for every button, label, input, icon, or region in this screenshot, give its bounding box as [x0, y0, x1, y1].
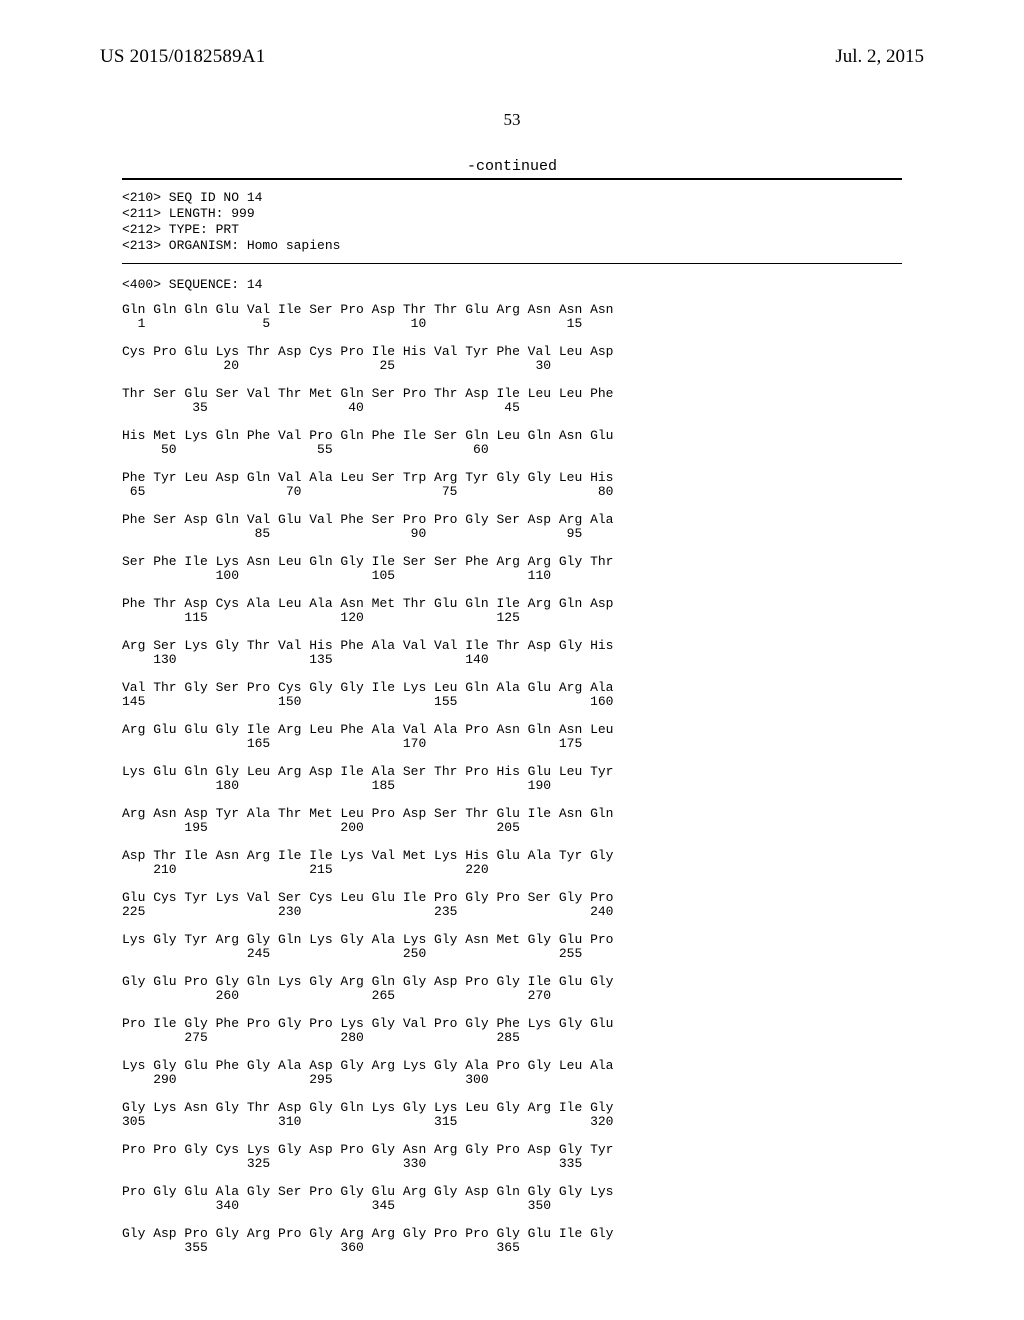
sequence-row: Arg Glu Glu Gly Ile Arg Leu Phe Ala Val … — [122, 723, 621, 737]
pub-date: Jul. 2, 2015 — [835, 46, 924, 68]
sequence-row: Thr Ser Glu Ser Val Thr Met Gln Ser Pro … — [122, 387, 621, 401]
sequence-row-numbers: 85 90 95 — [122, 527, 621, 541]
sequence-row: Ser Phe Ile Lys Asn Leu Gln Gly Ile Ser … — [122, 555, 621, 569]
sequence-row: Glu Cys Tyr Lys Val Ser Cys Leu Glu Ile … — [122, 891, 621, 905]
sequence-row-numbers: 340 345 350 — [122, 1199, 621, 1213]
sequence-row: Gly Lys Asn Gly Thr Asp Gly Gln Lys Gly … — [122, 1101, 621, 1115]
horizontal-rule — [122, 178, 902, 180]
sequence-row-numbers: 245 250 255 — [122, 947, 621, 961]
sequence-row: Lys Gly Tyr Arg Gly Gln Lys Gly Ala Lys … — [122, 933, 621, 947]
sequence-row-numbers: 20 25 30 — [122, 359, 621, 373]
sequence-row: Asp Thr Ile Asn Arg Ile Ile Lys Val Met … — [122, 849, 621, 863]
sequence-row: Pro Gly Glu Ala Gly Ser Pro Gly Glu Arg … — [122, 1185, 621, 1199]
sequence-row: Pro Ile Gly Phe Pro Gly Pro Lys Gly Val … — [122, 1017, 621, 1031]
sequence-row-numbers: 130 135 140 — [122, 653, 621, 667]
sequence-row: Gly Glu Pro Gly Gln Lys Gly Arg Gln Gly … — [122, 975, 621, 989]
sequence-row-numbers: 50 55 60 — [122, 443, 621, 457]
sequence-row-numbers: 225 230 235 240 — [122, 905, 621, 919]
sequence-row: Phe Tyr Leu Asp Gln Val Ala Leu Ser Trp … — [122, 471, 621, 485]
sequence-row-numbers: 180 185 190 — [122, 779, 621, 793]
sequence-row: His Met Lys Gln Phe Val Pro Gln Phe Ile … — [122, 429, 621, 443]
sequence-row: Cys Pro Glu Lys Thr Asp Cys Pro Ile His … — [122, 345, 621, 359]
sequence-row: Val Thr Gly Ser Pro Cys Gly Gly Ile Lys … — [122, 681, 621, 695]
sequence-row-numbers: 115 120 125 — [122, 611, 621, 625]
sequence-row: Lys Glu Gln Gly Leu Arg Asp Ile Ala Ser … — [122, 765, 621, 779]
sequence-row-numbers: 355 360 365 — [122, 1241, 621, 1255]
sequence-row-numbers: 1 5 10 15 — [122, 317, 621, 331]
sequence-row-numbers: 35 40 45 — [122, 401, 621, 415]
horizontal-rule — [122, 263, 902, 264]
sequence-row-numbers: 260 265 270 — [122, 989, 621, 1003]
sequence-row-numbers: 275 280 285 — [122, 1031, 621, 1045]
sequence-row: Gly Asp Pro Gly Arg Pro Gly Arg Arg Gly … — [122, 1227, 621, 1241]
sequence-row-numbers: 65 70 75 80 — [122, 485, 621, 499]
sequence-row: Arg Ser Lys Gly Thr Val His Phe Ala Val … — [122, 639, 621, 653]
sequence-row: Lys Gly Glu Phe Gly Ala Asp Gly Arg Lys … — [122, 1059, 621, 1073]
sequence-row-numbers: 165 170 175 — [122, 737, 621, 751]
sequence-row-numbers: 100 105 110 — [122, 569, 621, 583]
sequence-row: Gln Gln Gln Glu Val Ile Ser Pro Asp Thr … — [122, 303, 621, 317]
sequence-row-numbers: 305 310 315 320 — [122, 1115, 621, 1129]
sequence-row-numbers: 145 150 155 160 — [122, 695, 621, 709]
sequence-row-numbers: 325 330 335 — [122, 1157, 621, 1171]
sequence-row: Arg Asn Asp Tyr Ala Thr Met Leu Pro Asp … — [122, 807, 621, 821]
seq-meta-block: <210> SEQ ID NO 14 <211> LENGTH: 999 <21… — [122, 190, 340, 254]
continued-label: -continued — [0, 158, 1024, 175]
sequence-row-numbers: 290 295 300 — [122, 1073, 621, 1087]
sequence-header: <400> SEQUENCE: 14 — [122, 278, 262, 292]
sequence-row: Phe Thr Asp Cys Ala Leu Ala Asn Met Thr … — [122, 597, 621, 611]
pub-number: US 2015/0182589A1 — [100, 46, 265, 68]
sequence-row-numbers: 210 215 220 — [122, 863, 621, 877]
page-number: 53 — [0, 110, 1024, 130]
sequence-row: Pro Pro Gly Cys Lys Gly Asp Pro Gly Asn … — [122, 1143, 621, 1157]
sequence-row: Phe Ser Asp Gln Val Glu Val Phe Ser Pro … — [122, 513, 621, 527]
sequence-row-numbers: 195 200 205 — [122, 821, 621, 835]
